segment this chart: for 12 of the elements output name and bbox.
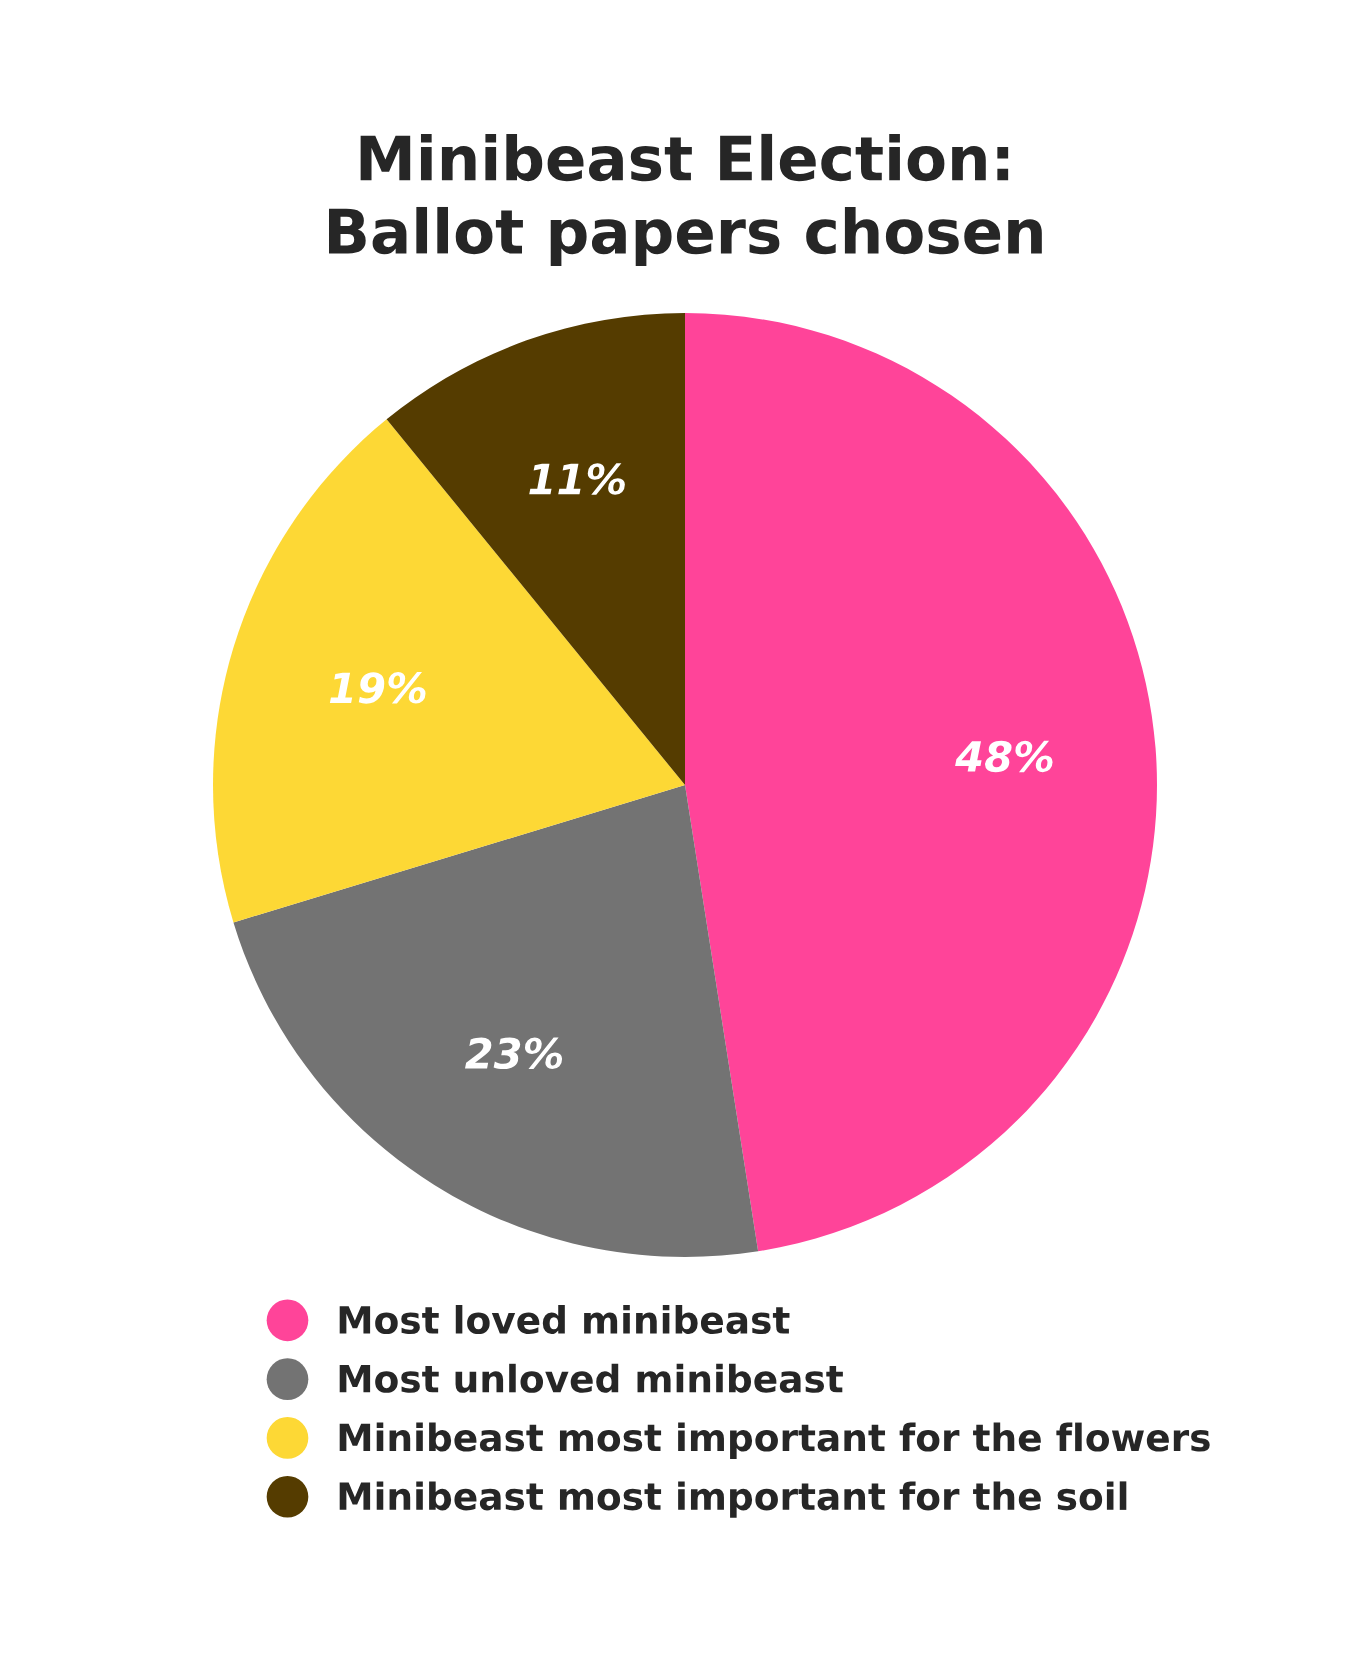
- chart-title: Minibeast Election: Ballot papers chosen: [329, 133, 1042, 267]
- legend-label: Minibeast most important for the soil: [339, 1481, 1127, 1518]
- legend-label: Most unloved minibeast: [339, 1363, 843, 1393]
- pie-slice: [213, 419, 685, 923]
- legend-label: Most loved minibeast: [339, 1305, 790, 1335]
- data-label: 11%: [529, 463, 625, 495]
- data-label: 19%: [329, 672, 426, 704]
- pie-slice: [685, 313, 1157, 1252]
- data-label: 23%: [465, 1037, 563, 1070]
- data-label: 48%: [955, 740, 1053, 773]
- pie-slice: [233, 785, 759, 1257]
- legend-label: Minibeast most important for the flowers: [339, 1422, 1210, 1459]
